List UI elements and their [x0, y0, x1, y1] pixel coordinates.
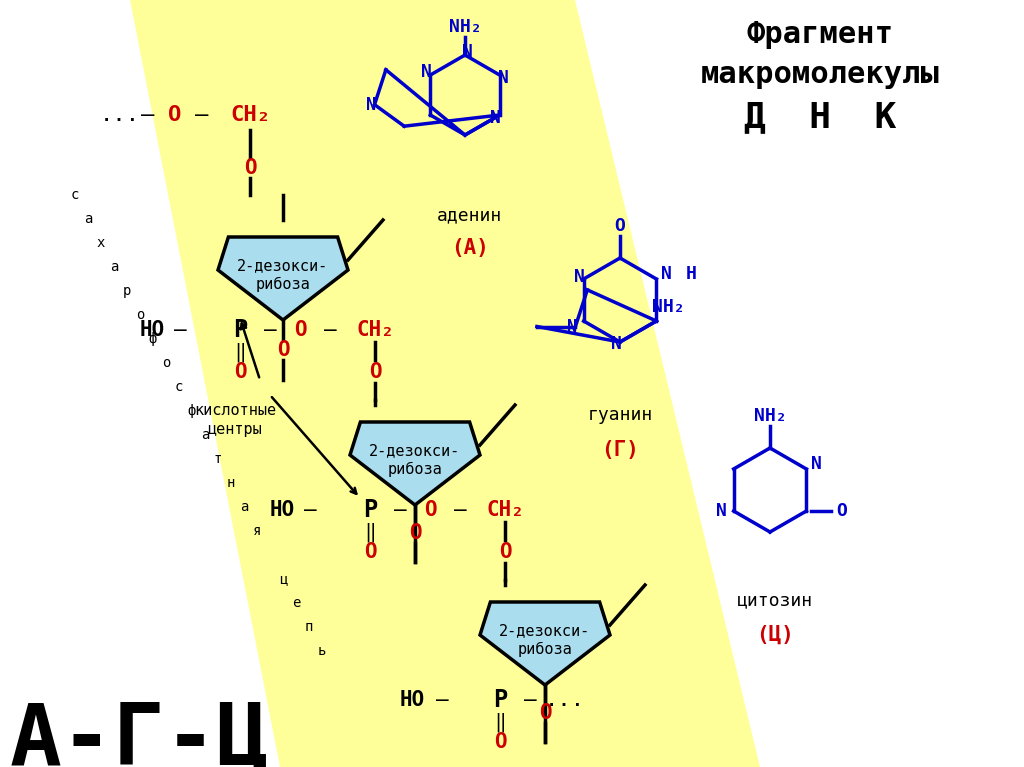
- Text: N: N: [421, 63, 432, 81]
- Text: —: —: [264, 320, 276, 340]
- Text: 2-дезокси-
рибоза: 2-дезокси- рибоза: [500, 623, 591, 657]
- Text: N: N: [462, 43, 472, 61]
- Text: ь: ь: [317, 644, 327, 658]
- Text: н: н: [226, 476, 236, 490]
- Text: гуанин: гуанин: [588, 406, 652, 424]
- Polygon shape: [480, 602, 610, 685]
- Text: А-Г-Ц: А-Г-Ц: [10, 700, 269, 767]
- Text: —: —: [324, 320, 336, 340]
- Text: ф: ф: [187, 404, 197, 418]
- Text: (Ц): (Ц): [756, 625, 794, 645]
- Text: макромолекулы: макромолекулы: [700, 60, 939, 89]
- Text: N: N: [610, 335, 622, 353]
- Text: NH₂: NH₂: [754, 407, 786, 425]
- Text: P: P: [232, 318, 247, 342]
- Text: O: O: [364, 542, 376, 562]
- Text: —: —: [174, 320, 186, 340]
- Text: Д  Н  К: Д Н К: [743, 100, 896, 134]
- Text: O: O: [499, 542, 511, 562]
- Text: O: O: [168, 105, 181, 125]
- Text: O: O: [244, 158, 256, 178]
- Text: —: —: [435, 690, 449, 710]
- Text: ф: ф: [148, 332, 158, 346]
- Text: HO: HO: [139, 320, 165, 340]
- Text: а: а: [110, 260, 118, 274]
- Text: цитозин: цитозин: [737, 591, 813, 609]
- Text: O: O: [276, 340, 290, 360]
- Text: H: H: [686, 265, 696, 283]
- Text: HO: HO: [399, 690, 425, 710]
- Text: O: O: [539, 703, 551, 723]
- Text: N: N: [499, 69, 509, 87]
- Text: —: —: [454, 500, 466, 520]
- Text: 2-дезокси-
рибоза: 2-дезокси- рибоза: [238, 258, 329, 292]
- Text: ‖: ‖: [495, 713, 506, 732]
- Text: N: N: [366, 96, 376, 114]
- Text: —: —: [393, 500, 407, 520]
- Text: ...: ...: [100, 105, 140, 125]
- Text: O: O: [369, 362, 381, 382]
- Text: N: N: [574, 268, 585, 286]
- Text: CH₂: CH₂: [356, 320, 394, 340]
- Text: с: с: [71, 188, 79, 202]
- Polygon shape: [218, 237, 348, 320]
- Text: —: —: [141, 105, 155, 125]
- Text: NH₂: NH₂: [449, 18, 481, 36]
- Text: 2-дезокси-
рибоза: 2-дезокси- рибоза: [370, 443, 461, 477]
- Text: O: O: [494, 732, 506, 752]
- Text: т: т: [214, 452, 222, 466]
- Polygon shape: [350, 422, 480, 505]
- Text: аденин: аденин: [437, 206, 503, 224]
- Text: N: N: [811, 455, 822, 473]
- Text: ц: ц: [279, 572, 287, 586]
- Text: а: а: [201, 428, 209, 442]
- Text: с: с: [175, 380, 183, 394]
- Text: ‖: ‖: [365, 522, 376, 542]
- Text: —: —: [304, 500, 316, 520]
- Text: O: O: [294, 320, 306, 340]
- Text: Фрагмент: Фрагмент: [746, 20, 894, 49]
- Text: о: о: [162, 356, 170, 370]
- Text: HO: HO: [269, 500, 295, 520]
- Text: —: —: [196, 105, 209, 125]
- Text: N: N: [716, 502, 727, 520]
- Text: P: P: [362, 498, 377, 522]
- Text: а: а: [240, 500, 248, 514]
- Text: O: O: [409, 523, 421, 543]
- Text: CH₂: CH₂: [486, 500, 524, 520]
- Text: N: N: [567, 318, 578, 335]
- Text: O: O: [424, 500, 436, 520]
- Text: п: п: [305, 620, 313, 634]
- Text: N: N: [660, 265, 672, 283]
- Text: —: —: [523, 690, 537, 710]
- Polygon shape: [130, 0, 760, 767]
- Text: е: е: [292, 596, 300, 610]
- Text: кислотные
центры: кислотные центры: [194, 403, 276, 436]
- Text: O: O: [836, 502, 847, 520]
- Text: N: N: [490, 109, 501, 127]
- Text: ...: ...: [545, 690, 585, 710]
- Text: а: а: [84, 212, 92, 226]
- Text: O: O: [233, 362, 247, 382]
- Text: я: я: [253, 524, 261, 538]
- Text: р: р: [123, 284, 131, 298]
- Text: о: о: [136, 308, 144, 322]
- Text: CH₂: CH₂: [230, 105, 270, 125]
- Text: (А): (А): [451, 238, 488, 258]
- Text: х: х: [97, 236, 105, 250]
- Text: P: P: [493, 688, 507, 712]
- Text: NH₂: NH₂: [652, 298, 685, 316]
- Text: O: O: [614, 217, 626, 235]
- Text: ‖: ‖: [234, 342, 246, 362]
- Text: (Г): (Г): [601, 440, 639, 460]
